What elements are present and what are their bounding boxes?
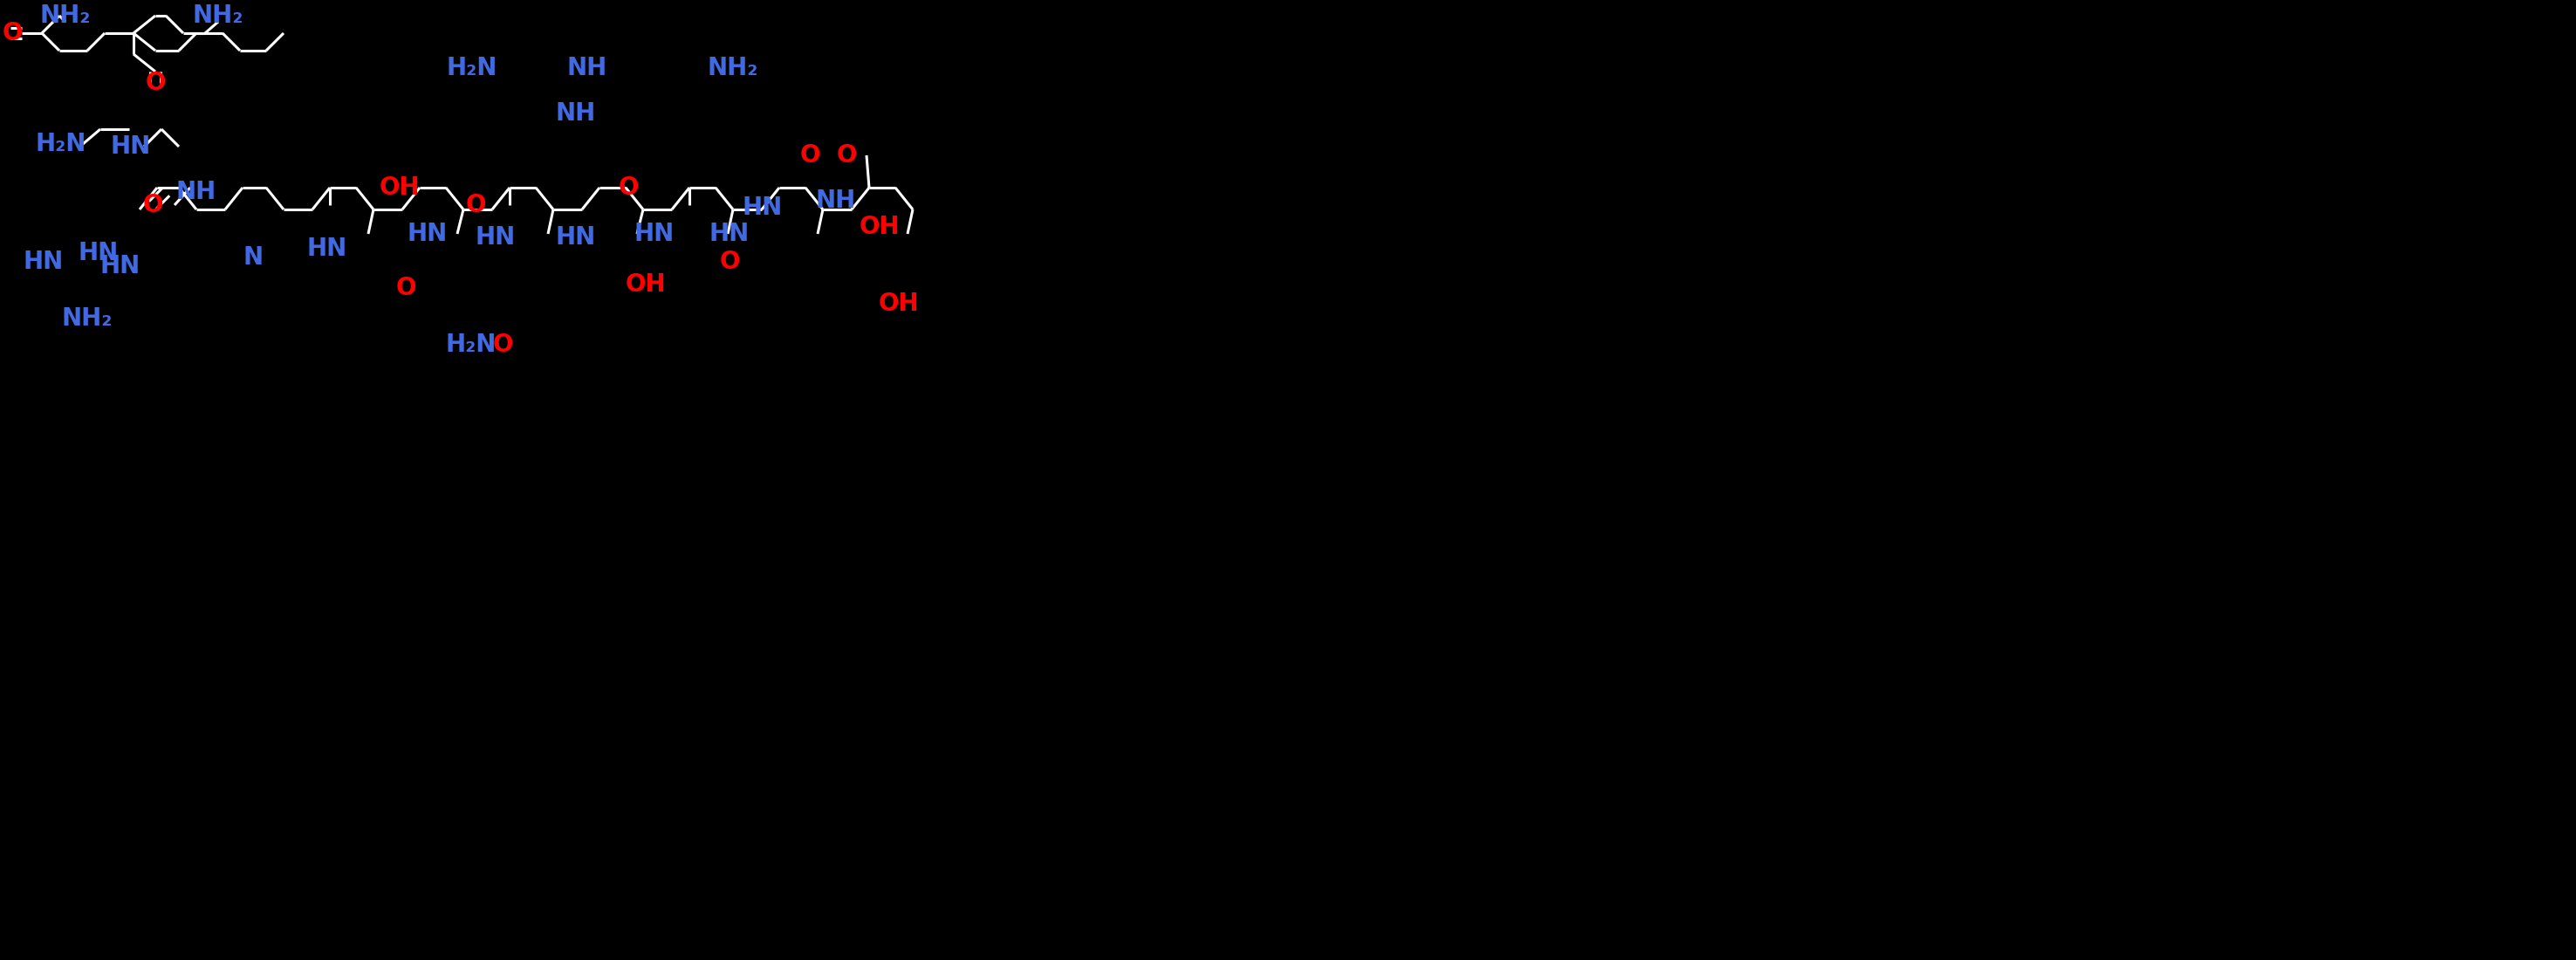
Text: NH₂: NH₂ (41, 4, 90, 28)
Text: O: O (719, 250, 739, 274)
Text: HN: HN (111, 134, 152, 158)
Text: O: O (837, 143, 858, 168)
Text: HN: HN (477, 226, 515, 250)
Text: OH: OH (878, 292, 920, 316)
Text: HN: HN (23, 250, 64, 274)
Text: H₂N: H₂N (446, 56, 497, 81)
Text: HN: HN (407, 222, 448, 246)
Text: O: O (142, 193, 162, 217)
Text: NH: NH (175, 180, 216, 204)
Text: N: N (242, 245, 263, 270)
Text: NH₂: NH₂ (193, 4, 245, 28)
Text: O: O (799, 143, 819, 168)
Text: O: O (144, 71, 165, 95)
Text: OH: OH (860, 215, 899, 239)
Text: O: O (397, 276, 417, 300)
Text: OH: OH (626, 273, 667, 297)
Text: O: O (492, 332, 513, 357)
Text: H₂N: H₂N (446, 332, 497, 357)
Text: O: O (618, 176, 639, 200)
Text: HN: HN (77, 241, 118, 265)
Text: O: O (3, 21, 23, 45)
Text: HN: HN (742, 196, 783, 220)
Text: HN: HN (708, 222, 750, 246)
Text: OH: OH (379, 176, 420, 200)
Text: NH: NH (556, 101, 595, 126)
Text: NH₂: NH₂ (62, 306, 113, 331)
Text: NH: NH (817, 188, 855, 213)
Text: O: O (466, 193, 487, 217)
Text: HN: HN (100, 254, 142, 278)
Text: H₂N: H₂N (36, 132, 88, 156)
Text: HN: HN (634, 222, 675, 246)
Text: HN: HN (307, 236, 348, 261)
Text: HN: HN (556, 226, 595, 250)
Text: NH: NH (567, 56, 608, 81)
Text: NH₂: NH₂ (708, 56, 757, 81)
